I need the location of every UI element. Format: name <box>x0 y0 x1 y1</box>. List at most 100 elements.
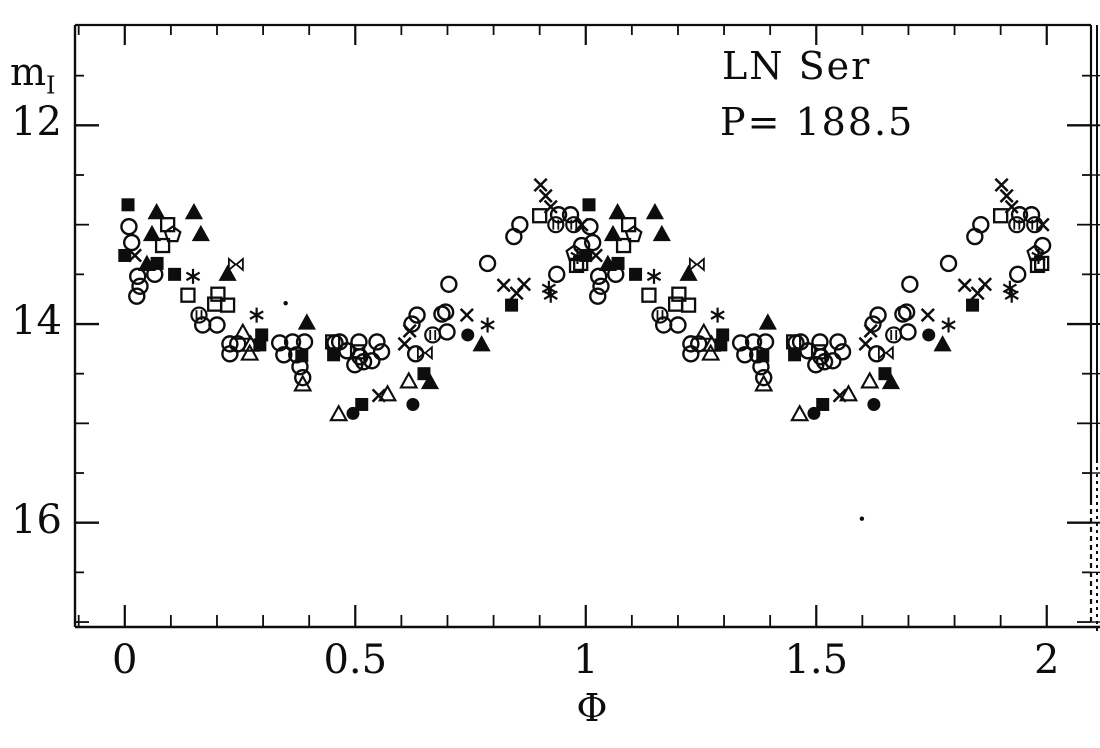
star-name-label: LN Ser <box>722 44 872 88</box>
open-square-marker <box>810 344 827 360</box>
open-circle-marker <box>736 346 754 364</box>
cross-marker <box>533 177 548 193</box>
open-triangle-marker <box>399 371 419 389</box>
filled-square-marker <box>255 328 269 342</box>
open-triangle-marker <box>233 322 253 340</box>
filled-square-marker <box>966 298 980 312</box>
open-square-marker <box>154 237 171 254</box>
open-triangle-marker <box>838 384 859 402</box>
open-square-marker <box>210 286 226 302</box>
filled-square-marker <box>327 348 341 362</box>
open-circle-marker <box>270 334 289 352</box>
filled-square-marker <box>168 267 182 281</box>
filled-triangle-marker <box>758 313 777 330</box>
filled-square-marker <box>611 256 625 270</box>
asterisk-marker <box>646 268 662 284</box>
filled-circle-marker <box>922 328 936 342</box>
open-circle-marker <box>131 277 149 295</box>
open-triangle-marker <box>754 374 774 392</box>
cross-marker <box>543 199 558 214</box>
filled-circle-marker <box>461 328 475 342</box>
filled-triangle-marker <box>184 203 204 220</box>
open-circle-marker <box>408 306 426 324</box>
filled-square-marker <box>505 298 519 312</box>
x-tick-label: 0.5 <box>323 637 388 683</box>
filled-square-marker <box>355 397 369 411</box>
open-circle-marker <box>368 333 386 351</box>
open-circle-marker <box>548 265 566 284</box>
open-circle-marker <box>363 352 381 370</box>
open-circle-marker <box>351 348 369 366</box>
period-label: P= 188.5 <box>720 100 915 144</box>
open-circle-marker <box>939 254 958 273</box>
open-triangle-marker <box>377 384 398 402</box>
barred-circle-marker <box>1008 216 1026 234</box>
barred-circle-marker <box>1013 219 1021 230</box>
filled-square-marker <box>118 248 132 262</box>
open-triangle-marker <box>293 374 313 392</box>
open-pentagon-marker <box>624 225 643 243</box>
barred-circle-marker <box>656 310 664 321</box>
cross-marker <box>588 248 603 263</box>
open-circle-marker <box>824 352 842 370</box>
open-circle-marker <box>221 335 239 353</box>
open-pentagon-marker <box>565 244 584 262</box>
y-tick-label: 16 <box>11 496 62 543</box>
asterisk-marker <box>480 317 495 333</box>
cross-marker <box>538 188 553 203</box>
cross-marker <box>127 248 143 263</box>
open-circle-marker <box>869 306 887 324</box>
x-tick-label: 1.5 <box>784 637 849 683</box>
filled-circle-marker <box>807 406 821 420</box>
y-axis-title-main: m <box>10 50 47 94</box>
open-circle-marker <box>669 316 687 334</box>
barred-circle-marker <box>1031 219 1039 230</box>
open-circle-marker <box>128 267 147 286</box>
filled-square-marker <box>121 198 135 212</box>
open-square-marker <box>992 208 1009 224</box>
filled-triangle-marker <box>420 372 440 390</box>
filled-square-marker <box>756 349 770 363</box>
open-circle-marker <box>755 368 773 387</box>
barred-circle-marker <box>570 219 578 230</box>
open-circle-marker <box>221 345 239 363</box>
filled-triangle-marker <box>933 335 952 352</box>
bowtie-marker <box>416 345 433 361</box>
x-axis-title: Φ <box>576 686 608 730</box>
open-circle-marker <box>436 303 455 321</box>
filled-triangle-marker <box>608 203 627 220</box>
bowtie-marker <box>227 256 244 272</box>
filled-square-marker <box>816 397 830 411</box>
cross-marker <box>994 177 1009 193</box>
open-triangle-marker <box>860 371 880 389</box>
speck-dot-marker <box>283 300 288 306</box>
open-square-marker <box>680 297 697 313</box>
filled-triangle-marker <box>652 224 671 242</box>
open-circle-marker <box>120 217 138 236</box>
cross-marker <box>1004 199 1019 214</box>
open-square-marker <box>180 287 196 303</box>
filled-circle-marker <box>346 406 360 420</box>
y-tick-label: 12 <box>11 99 62 146</box>
open-circle-marker <box>972 215 990 234</box>
barred-circle-marker <box>547 216 565 234</box>
barred-circle-marker <box>565 216 583 234</box>
y-axis-title: mI <box>10 50 56 100</box>
y-axis-title-sub: I <box>46 71 56 100</box>
open-circle-marker <box>592 277 610 295</box>
asterisk-marker <box>1004 287 1019 303</box>
filled-square-marker <box>716 328 730 342</box>
barred-circle-marker <box>552 219 560 230</box>
open-pentagon-marker <box>163 225 182 243</box>
open-circle-marker <box>123 233 141 252</box>
barred-circle-marker <box>429 329 437 340</box>
open-circle-marker <box>583 233 602 252</box>
open-square-marker <box>532 208 548 224</box>
open-triangle-marker <box>701 343 721 361</box>
cross-marker <box>999 188 1014 203</box>
barred-circle-marker <box>890 329 898 340</box>
open-circle-marker <box>372 343 391 361</box>
asterisk-marker <box>941 317 956 333</box>
